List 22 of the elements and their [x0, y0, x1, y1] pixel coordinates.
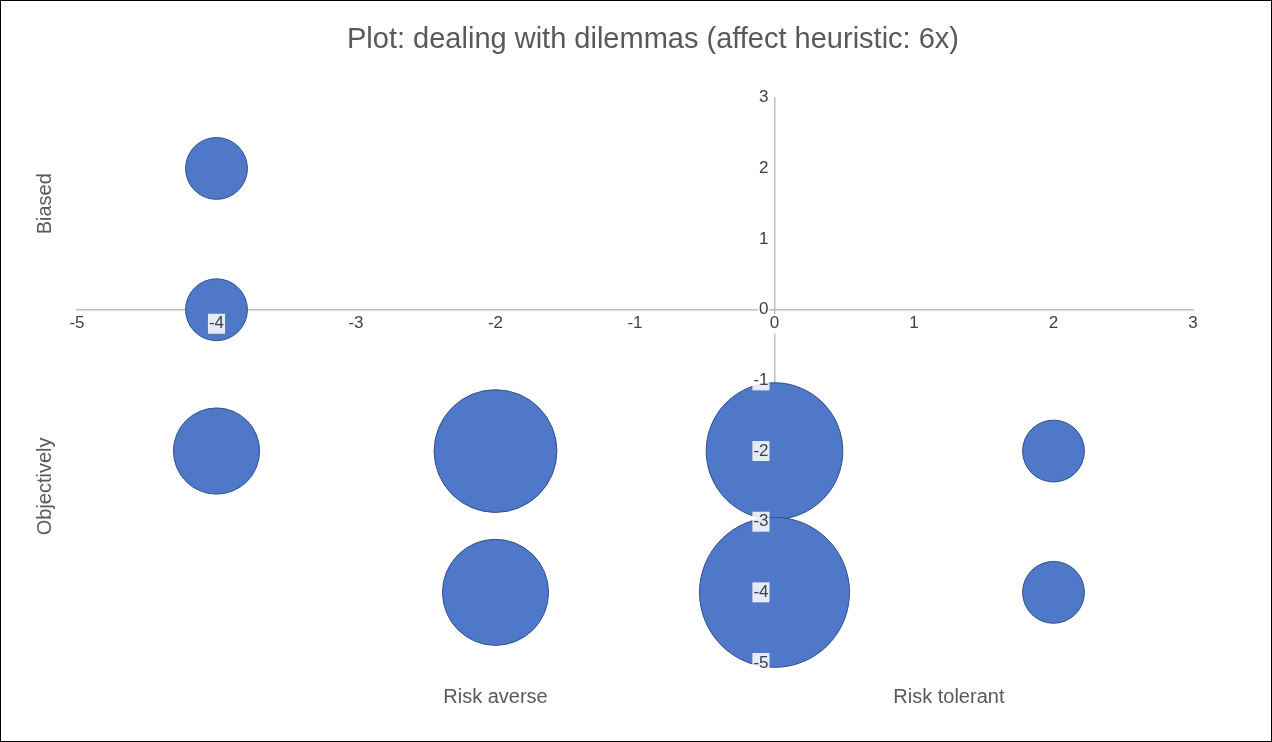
y-tick-label: 0: [759, 299, 769, 319]
y-tick-label: -4: [753, 582, 769, 602]
y-tick-label: 2: [759, 158, 769, 178]
y-tick-label: 3: [759, 87, 769, 107]
x-tick-label: 1: [909, 313, 919, 333]
x-tick-label: -5: [69, 313, 85, 333]
text: Risk tolerant: [893, 684, 1005, 707]
text: Objectively: [32, 437, 55, 536]
y-tick-label: -1: [753, 370, 769, 390]
x-tick-label: -4: [208, 313, 225, 333]
x-tick-label: -1: [627, 313, 643, 333]
x-tick-label: -2: [487, 313, 504, 333]
y-tick-label: -3: [753, 511, 769, 531]
text: Biased: [32, 173, 55, 235]
y-tick-label: -5: [753, 652, 769, 672]
y-tick-label: 1: [759, 228, 769, 248]
x-tick-label: -3: [348, 313, 364, 333]
y-tick-label: -2: [753, 440, 769, 460]
x-tick-label: 2: [1048, 313, 1059, 333]
x-tick-label: 3: [1188, 313, 1198, 333]
chart-title: Plot: dealing with dilemmas (affect heuristic: 6x): [347, 22, 959, 55]
text: Risk averse: [443, 684, 548, 707]
